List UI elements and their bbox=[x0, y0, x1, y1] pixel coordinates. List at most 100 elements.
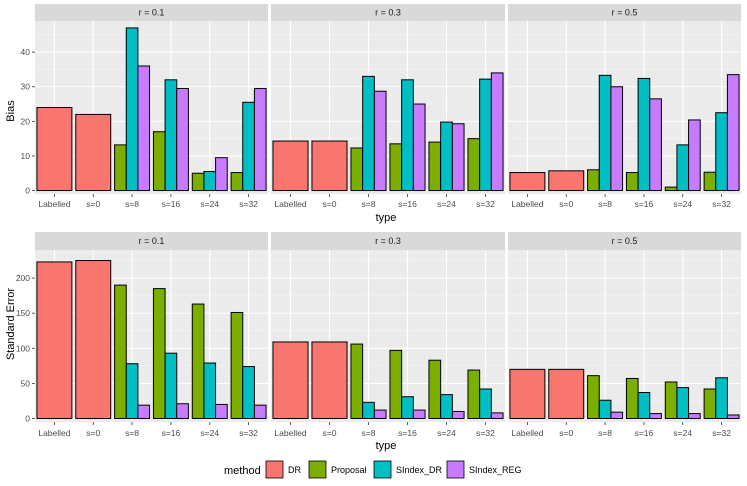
x-tick-label-bias-r-0-3-s-32: s=32 bbox=[476, 199, 495, 209]
x-tick-label-bias-r-0-1-s-8: s=8 bbox=[125, 199, 139, 209]
x-tick-label-bias-r-0-1-s-32: s=32 bbox=[239, 199, 258, 209]
bar-standard-error-r-0-1-s-24-proposal bbox=[191, 303, 205, 419]
legend-item-dr: DR bbox=[265, 460, 301, 479]
bar-bias-r-0-3-s-16-sindex-reg bbox=[412, 103, 426, 192]
bar-bias-r-0-1-s-0-dr bbox=[75, 113, 112, 192]
x-tick-label-bias-r-0-5-s-16: s=16 bbox=[635, 199, 654, 209]
bar-bias-r-0-3-s-24-sindex-reg bbox=[451, 123, 465, 192]
panels-layer: 0 10 20 30 40 r = 0.1 Labelled s=0 s=8 s=16 s=24 s=… bbox=[16, 4, 741, 438]
bar-bias-r-0-1-s-16-proposal bbox=[152, 131, 166, 192]
legend-label-sindex-dr: SIndex_DR bbox=[396, 465, 443, 475]
x-tick-label-standard-error-r-0-1-s-16: s=16 bbox=[162, 428, 181, 438]
x-tick-label-standard-error-r-0-1-s-0: s=0 bbox=[86, 428, 100, 438]
bar-bias-r-0-3-s-8-sindex-dr bbox=[362, 75, 375, 192]
strip-label-standard-error-r-0-3: r = 0.3 bbox=[375, 236, 401, 246]
x-tick-label-standard-error-r-0-1-labelled: Labelled bbox=[38, 428, 70, 438]
bar-bias-r-0-1-s-8-sindex-reg bbox=[137, 65, 151, 192]
bar-standard-error-r-0-5-s-8-sindex-dr bbox=[598, 399, 612, 419]
bar-bias-r-0-3-s-8-sindex-reg bbox=[373, 90, 387, 192]
bar-standard-error-r-0-1-s-8-sindex-dr bbox=[125, 363, 139, 419]
bar-standard-error-r-0-1-s-16-proposal bbox=[152, 288, 166, 419]
strip-bias-r-0-1 bbox=[35, 4, 268, 21]
bar-bias-r-0-1-s-16-sindex-reg bbox=[176, 87, 189, 192]
bar-standard-error-r-0-3-labelled-dr bbox=[272, 341, 309, 419]
x-tick-label-bias-r-0-1-s-16: s=16 bbox=[162, 199, 181, 209]
legend-key-proposal bbox=[308, 460, 327, 479]
bar-standard-error-r-0-5-s-32-sindex-dr bbox=[715, 377, 728, 419]
x-tick-label-bias-r-0-5-s-24: s=24 bbox=[673, 199, 692, 209]
bar-bias-r-0-3-s-8-proposal bbox=[350, 147, 364, 192]
y-tick-label-bias-20: 20 bbox=[21, 116, 31, 126]
y-tick-label-bias-10: 10 bbox=[21, 151, 31, 161]
bar-standard-error-r-0-1-s-16-sindex-reg bbox=[176, 403, 189, 419]
bar-bias-r-0-5-s-8-sindex-reg bbox=[610, 86, 624, 192]
bar-standard-error-r-0-5-s-16-proposal bbox=[625, 377, 639, 419]
strip-label-bias-r-0-3: r = 0.3 bbox=[375, 8, 401, 18]
x-tick-label-standard-error-r-0-5-s-32: s=32 bbox=[712, 428, 731, 438]
legend: method DR Proposal SIndex_DR SIndex_REG bbox=[224, 460, 522, 479]
bar-standard-error-r-0-1-s-32-proposal bbox=[230, 311, 244, 419]
legend-title: method bbox=[224, 465, 261, 477]
bar-standard-error-r-0-1-s-8-sindex-reg bbox=[137, 404, 151, 419]
panel-background-standard-error-r-0-5 bbox=[508, 250, 741, 422]
bar-standard-error-r-0-1-s-32-sindex-dr bbox=[242, 366, 255, 419]
legend-item-sindex-reg: SIndex_REG bbox=[446, 460, 522, 479]
x-tick-label-standard-error-r-0-5-labelled: Labelled bbox=[511, 428, 543, 438]
bar-bias-r-0-5-labelled-dr bbox=[509, 172, 546, 192]
strip-label-bias-r-0-5: r = 0.5 bbox=[612, 8, 638, 18]
x-tick-label-bias-r-0-3-s-24: s=24 bbox=[437, 199, 456, 209]
bar-standard-error-r-0-5-s-32-sindex-reg bbox=[726, 414, 740, 419]
bar-standard-error-r-0-5-s-16-sindex-reg bbox=[649, 413, 662, 419]
x-tick-label-standard-error-r-0-5-s-24: s=24 bbox=[673, 428, 692, 438]
bar-bias-r-0-1-s-32-sindex-dr bbox=[242, 101, 255, 192]
x-tick-label-bias-r-0-3-s-0: s=0 bbox=[323, 199, 337, 209]
bar-bias-r-0-1-labelled-dr bbox=[36, 107, 73, 192]
bar-standard-error-r-0-1-s-24-sindex-dr bbox=[203, 362, 217, 419]
x-axis-title-bottom: type bbox=[376, 440, 397, 452]
bar-bias-r-0-1-s-24-sindex-reg bbox=[215, 157, 228, 192]
bar-standard-error-r-0-1-s-8-proposal bbox=[114, 284, 127, 419]
bar-standard-error-r-0-1-s-0-dr bbox=[75, 260, 112, 419]
x-tick-label-bias-r-0-5-s-8: s=8 bbox=[598, 199, 612, 209]
bar-standard-error-r-0-5-s-8-sindex-reg bbox=[610, 411, 624, 419]
bar-standard-error-r-0-3-s-24-proposal bbox=[428, 359, 442, 419]
strip-label-standard-error-r-0-5: r = 0.5 bbox=[612, 236, 638, 246]
x-tick-label-bias-r-0-5-labelled: Labelled bbox=[511, 199, 543, 209]
bar-bias-r-0-5-s-8-sindex-dr bbox=[598, 74, 612, 192]
bar-bias-r-0-3-labelled-dr bbox=[272, 140, 309, 192]
bar-bias-r-0-5-s-8-proposal bbox=[587, 169, 600, 192]
bar-standard-error-r-0-3-s-32-proposal bbox=[467, 369, 481, 419]
strip-standard-error-r-0-1 bbox=[35, 232, 268, 250]
bar-bias-r-0-1-s-32-proposal bbox=[230, 172, 244, 192]
bar-bias-r-0-5-s-0-dr bbox=[548, 170, 585, 192]
y-tick-label-bias-0: 0 bbox=[25, 186, 30, 196]
bar-bias-r-0-1-s-24-proposal bbox=[191, 172, 205, 192]
y-tick-label-standard-error-200: 200 bbox=[16, 273, 30, 283]
legend-label-proposal: Proposal bbox=[331, 465, 367, 475]
y-axis-title-standard-error: Standard Error bbox=[5, 288, 17, 360]
x-tick-label-standard-error-r-0-5-s-16: s=16 bbox=[635, 428, 654, 438]
legend-label-sindex-reg: SIndex_REG bbox=[469, 465, 522, 475]
x-tick-label-standard-error-r-0-3-s-8: s=8 bbox=[362, 428, 376, 438]
bar-standard-error-r-0-3-s-16-proposal bbox=[389, 349, 403, 419]
bar-standard-error-r-0-3-s-0-dr bbox=[311, 341, 348, 419]
bar-bias-r-0-3-s-32-sindex-dr bbox=[479, 78, 492, 192]
bar-bias-r-0-3-s-0-dr bbox=[311, 140, 348, 192]
bar-standard-error-r-0-3-s-8-sindex-reg bbox=[373, 409, 387, 419]
x-axis-title-top: type bbox=[376, 212, 397, 224]
strip-standard-error-r-0-5 bbox=[508, 232, 741, 250]
bar-bias-r-0-1-s-8-sindex-dr bbox=[125, 27, 139, 192]
bar-standard-error-r-0-3-s-8-proposal bbox=[350, 343, 364, 419]
x-tick-label-standard-error-r-0-3-s-32: s=32 bbox=[476, 428, 495, 438]
panel-bias-r-0-5: r = 0.5 Labelled s=0 s=8 s=16 s=24 s=32 bbox=[508, 4, 741, 209]
x-tick-label-bias-r-0-5-s-0: s=0 bbox=[559, 199, 573, 209]
panel-background-bias-r-0-1 bbox=[35, 21, 268, 194]
panel-standard-error-r-0-1: r = 0.1 Labelled s=0 s=8 s=16 s=24 s=32 bbox=[35, 232, 268, 438]
bar-bias-r-0-3-s-32-proposal bbox=[467, 138, 481, 192]
x-tick-label-standard-error-r-0-1-s-8: s=8 bbox=[125, 428, 139, 438]
x-tick-label-bias-r-0-1-s-0: s=0 bbox=[86, 199, 100, 209]
bar-standard-error-r-0-3-s-16-sindex-reg bbox=[412, 409, 426, 419]
bar-standard-error-r-0-5-s-16-sindex-dr bbox=[637, 392, 651, 419]
bar-standard-error-r-0-1-s-32-sindex-reg bbox=[253, 404, 267, 419]
bar-bias-r-0-3-s-24-proposal bbox=[428, 141, 442, 192]
